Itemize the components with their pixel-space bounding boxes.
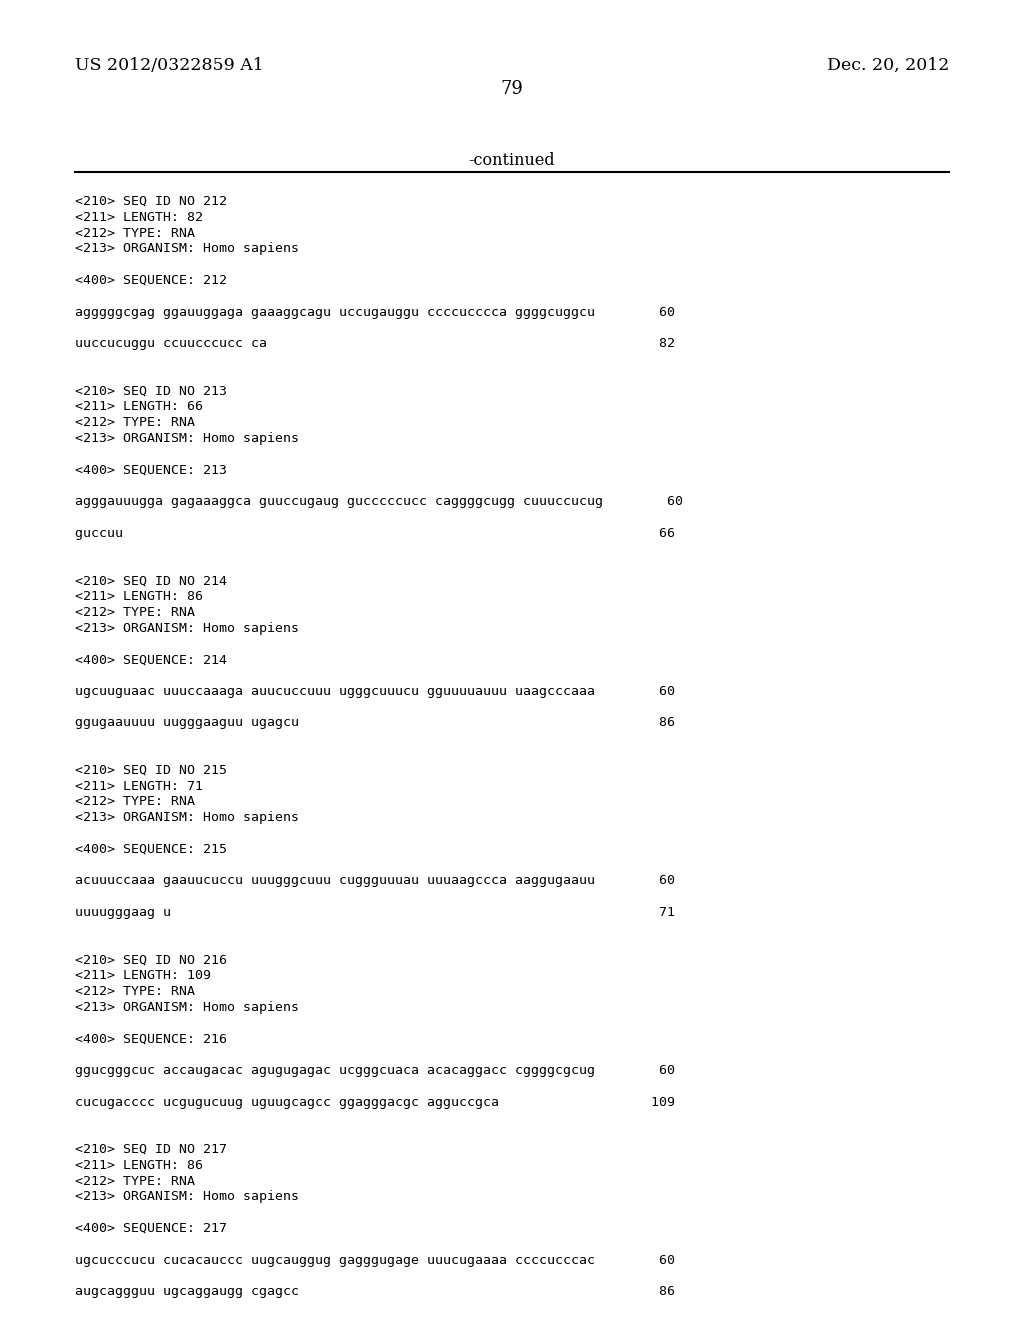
Text: ugcuuguaac uuuccaaaga auucuccuuu ugggcuuucu gguuuuauuu uaagcccaaa        60: ugcuuguaac uuuccaaaga auucuccuuu ugggcuu… bbox=[75, 685, 675, 698]
Text: 79: 79 bbox=[501, 81, 523, 98]
Text: <211> LENGTH: 71: <211> LENGTH: 71 bbox=[75, 780, 203, 792]
Text: <210> SEQ ID NO 214: <210> SEQ ID NO 214 bbox=[75, 574, 227, 587]
Text: uuuugggaag u                                                             71: uuuugggaag u 71 bbox=[75, 906, 675, 919]
Text: <213> ORGANISM: Homo sapiens: <213> ORGANISM: Homo sapiens bbox=[75, 622, 299, 635]
Text: <210> SEQ ID NO 215: <210> SEQ ID NO 215 bbox=[75, 764, 227, 776]
Text: <212> TYPE: RNA: <212> TYPE: RNA bbox=[75, 796, 195, 808]
Text: <213> ORGANISM: Homo sapiens: <213> ORGANISM: Homo sapiens bbox=[75, 243, 299, 255]
Text: <400> SEQUENCE: 215: <400> SEQUENCE: 215 bbox=[75, 842, 227, 855]
Text: <400> SEQUENCE: 213: <400> SEQUENCE: 213 bbox=[75, 463, 227, 477]
Text: <400> SEQUENCE: 214: <400> SEQUENCE: 214 bbox=[75, 653, 227, 667]
Text: guccuu                                                                   66: guccuu 66 bbox=[75, 527, 675, 540]
Text: uuccucuggu ccuucccucc ca                                                 82: uuccucuggu ccuucccucc ca 82 bbox=[75, 337, 675, 350]
Text: <210> SEQ ID NO 213: <210> SEQ ID NO 213 bbox=[75, 384, 227, 397]
Text: cucugacccc ucgugucuug uguugcagcc ggagggacgc agguccgca                   109: cucugacccc ucgugucuug uguugcagcc ggaggga… bbox=[75, 1096, 675, 1109]
Text: <400> SEQUENCE: 217: <400> SEQUENCE: 217 bbox=[75, 1222, 227, 1236]
Text: <211> LENGTH: 66: <211> LENGTH: 66 bbox=[75, 400, 203, 413]
Text: <210> SEQ ID NO 212: <210> SEQ ID NO 212 bbox=[75, 195, 227, 209]
Text: <213> ORGANISM: Homo sapiens: <213> ORGANISM: Homo sapiens bbox=[75, 1191, 299, 1204]
Text: <211> LENGTH: 82: <211> LENGTH: 82 bbox=[75, 211, 203, 224]
Text: <213> ORGANISM: Homo sapiens: <213> ORGANISM: Homo sapiens bbox=[75, 1001, 299, 1014]
Text: Dec. 20, 2012: Dec. 20, 2012 bbox=[826, 57, 949, 74]
Text: <212> TYPE: RNA: <212> TYPE: RNA bbox=[75, 606, 195, 619]
Text: -continued: -continued bbox=[469, 152, 555, 169]
Text: <212> TYPE: RNA: <212> TYPE: RNA bbox=[75, 985, 195, 998]
Text: ugcucccucu cucacauccc uugcauggug gagggugage uuucugaaaa ccccucccac        60: ugcucccucu cucacauccc uugcauggug gagggug… bbox=[75, 1254, 675, 1267]
Text: agggauuugga gagaaaggca guuccugaug gucccccucc caggggcugg cuuuccucug        60: agggauuugga gagaaaggca guuccugaug gucccc… bbox=[75, 495, 683, 508]
Text: <211> LENGTH: 86: <211> LENGTH: 86 bbox=[75, 590, 203, 603]
Text: ggucgggcuc accaugacac agugugagac ucgggcuaca acacaggacc cggggcgcug        60: ggucgggcuc accaugacac agugugagac ucgggcu… bbox=[75, 1064, 675, 1077]
Text: US 2012/0322859 A1: US 2012/0322859 A1 bbox=[75, 57, 264, 74]
Text: <213> ORGANISM: Homo sapiens: <213> ORGANISM: Homo sapiens bbox=[75, 812, 299, 824]
Text: <400> SEQUENCE: 212: <400> SEQUENCE: 212 bbox=[75, 275, 227, 286]
Text: <210> SEQ ID NO 217: <210> SEQ ID NO 217 bbox=[75, 1143, 227, 1156]
Text: <212> TYPE: RNA: <212> TYPE: RNA bbox=[75, 1175, 195, 1188]
Text: <212> TYPE: RNA: <212> TYPE: RNA bbox=[75, 416, 195, 429]
Text: <210> SEQ ID NO 216: <210> SEQ ID NO 216 bbox=[75, 953, 227, 966]
Text: acuuuccaaa gaauucuccu uuugggcuuu cuggguuuau uuuaagccca aaggugaauu        60: acuuuccaaa gaauucuccu uuugggcuuu cuggguu… bbox=[75, 874, 675, 887]
Text: <211> LENGTH: 109: <211> LENGTH: 109 bbox=[75, 969, 211, 982]
Text: <400> SEQUENCE: 216: <400> SEQUENCE: 216 bbox=[75, 1032, 227, 1045]
Text: <212> TYPE: RNA: <212> TYPE: RNA bbox=[75, 227, 195, 240]
Text: <213> ORGANISM: Homo sapiens: <213> ORGANISM: Homo sapiens bbox=[75, 432, 299, 445]
Text: agggggcgag ggauuggaga gaaaggcagu uccugauggu ccccucccca ggggcuggcu        60: agggggcgag ggauuggaga gaaaggcagu uccugau… bbox=[75, 306, 675, 318]
Text: ggugaauuuu uugggaaguu ugagcu                                             86: ggugaauuuu uugggaaguu ugagcu 86 bbox=[75, 717, 675, 730]
Text: <211> LENGTH: 86: <211> LENGTH: 86 bbox=[75, 1159, 203, 1172]
Text: augcaggguu ugcaggaugg cgagcc                                             86: augcaggguu ugcaggaugg cgagcc 86 bbox=[75, 1286, 675, 1298]
